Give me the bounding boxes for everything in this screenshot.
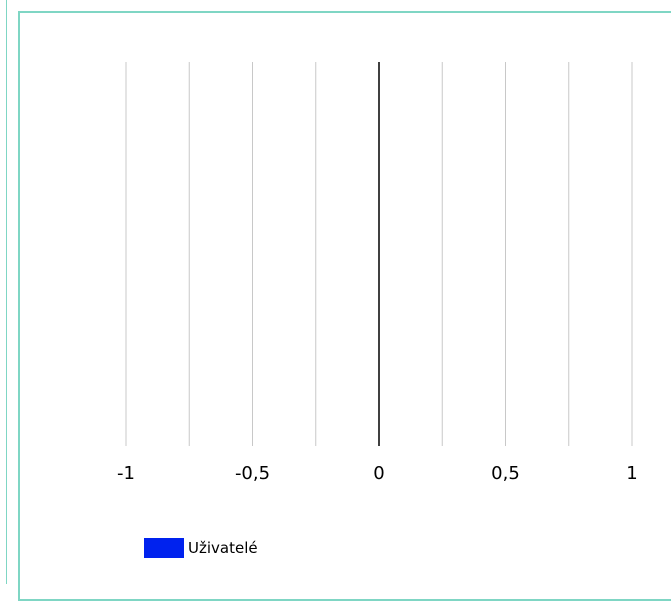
left-rail [0, 0, 7, 584]
chart-frame: -1 -0,5 0 0,5 1 Uživatelé [18, 11, 671, 601]
chart-plot: -1 -0,5 0 0,5 1 [117, 62, 638, 484]
legend-swatch [144, 538, 184, 558]
legend: Uživatelé [144, 538, 258, 558]
x-tick-label: 0 [373, 463, 384, 484]
legend-label: Uživatelé [188, 539, 258, 557]
x-tick-label: -1 [117, 463, 135, 484]
x-tick-label: 1 [626, 463, 637, 484]
x-tick-label: -0,5 [235, 463, 270, 484]
x-tick-label: 0,5 [491, 463, 520, 484]
